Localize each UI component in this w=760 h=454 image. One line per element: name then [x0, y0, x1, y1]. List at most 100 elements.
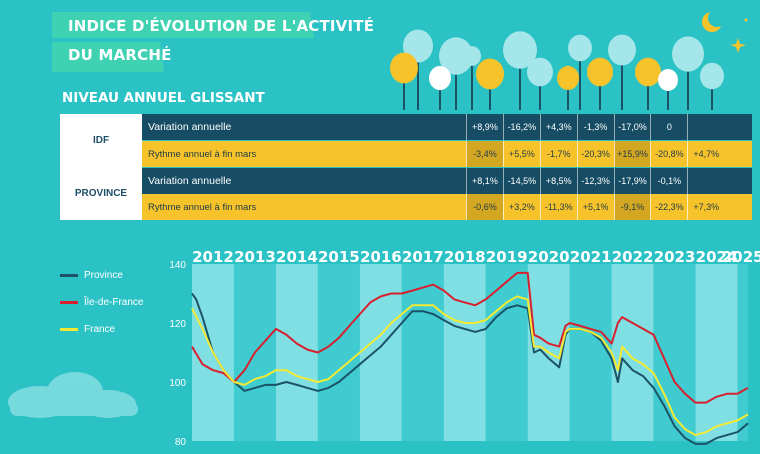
- tree-trunk: [539, 72, 541, 110]
- region-label-idf: IDF: [60, 114, 142, 167]
- table-cell: -17,0%: [613, 114, 651, 140]
- table-cell: +3,2%: [502, 194, 540, 220]
- tree-crown: [672, 36, 704, 72]
- year-band: [317, 264, 360, 441]
- table-row: Variation annuelle +8,9% -16,2% +4,3% -1…: [142, 114, 752, 140]
- year-band: [653, 264, 696, 441]
- year-band: [401, 264, 444, 441]
- year-label: 2018: [444, 248, 486, 266]
- table-cell: -17,9%: [613, 168, 651, 194]
- year-label: 2024: [696, 248, 738, 266]
- legend-label: Province: [84, 270, 123, 281]
- table-cell: +4,3%: [539, 114, 577, 140]
- table-cell: -20,8%: [650, 141, 687, 167]
- table-cell: -11,3%: [539, 194, 577, 220]
- tree-crown: [503, 31, 537, 69]
- table-row: Variation annuelle +8,1% -14,5% +8,5% -1…: [142, 168, 752, 194]
- series-line--le-de-france: [191, 271, 749, 404]
- tree-trunk: [687, 54, 689, 110]
- table-cell: -0,1%: [650, 168, 687, 194]
- table-cell: +5,1%: [576, 194, 614, 220]
- table-cell: -1,7%: [539, 141, 577, 167]
- tree-crown: [658, 69, 678, 91]
- table-cell: -14,5%: [502, 168, 540, 194]
- legend-label: France: [84, 324, 116, 335]
- table-cell: +8,1%: [466, 168, 503, 194]
- legend-item-idf: Île-de-France: [60, 297, 143, 308]
- tree-crown: [429, 65, 451, 91]
- year-label: 2017: [402, 248, 444, 266]
- year-label: 2021: [570, 248, 612, 266]
- tree-trunk: [711, 76, 713, 110]
- series-line-province: [191, 292, 749, 445]
- table-cell: +8,9%: [466, 114, 503, 140]
- tree-crown: [587, 57, 613, 87]
- tree-trunk: [519, 50, 521, 110]
- table-cell: +7,3%: [687, 194, 724, 220]
- year-band: [359, 264, 402, 441]
- tree-crown: [557, 65, 579, 91]
- y-tick-label: 120: [169, 319, 186, 330]
- year-band: [695, 264, 738, 441]
- year-label: 2015: [318, 248, 360, 266]
- table-cell: +4,7%: [687, 141, 724, 167]
- tree-trunk: [417, 46, 419, 110]
- year-band: [275, 264, 318, 441]
- legend-item-province: Province: [60, 270, 123, 281]
- tree-trunk: [579, 48, 581, 110]
- table-cell: -1,3%: [576, 114, 614, 140]
- tree-trunk: [667, 80, 669, 110]
- row-label: Rythme annuel à fin mars: [148, 201, 257, 213]
- trees-illustration: [390, 29, 724, 110]
- page-title-line2: DU MARCHÉ: [68, 46, 172, 64]
- tree-trunk: [471, 56, 473, 110]
- table-cell: +8,5%: [539, 168, 577, 194]
- tree-trunk: [647, 72, 649, 110]
- table-cell: -16,2%: [502, 114, 540, 140]
- tree-crown: [439, 37, 473, 75]
- row-label: Variation annuelle: [148, 121, 232, 133]
- year-label: 2014: [276, 248, 318, 266]
- tree-trunk: [455, 56, 457, 110]
- table-row: Rythme annuel à fin mars -3,4% +5,5% -1,…: [142, 141, 752, 167]
- year-label: 2025: [722, 248, 760, 266]
- legend-swatch: [60, 274, 78, 277]
- table-cell: +5,5%: [502, 141, 540, 167]
- tree-trunk: [489, 74, 491, 110]
- year-band: [737, 264, 748, 441]
- legend-swatch: [60, 328, 78, 331]
- year-band: [485, 264, 528, 441]
- year-label: 2019: [486, 248, 528, 266]
- table-cell: [687, 168, 724, 194]
- tree-crown: [635, 57, 661, 87]
- row-label: Variation annuelle: [148, 175, 232, 187]
- tree-trunk: [621, 50, 623, 110]
- table-cell: -22,3%: [650, 194, 687, 220]
- legend-label: Île-de-France: [84, 297, 144, 308]
- table-cell: [687, 114, 724, 140]
- tree-crown: [527, 57, 553, 87]
- tree-crown: [476, 58, 504, 90]
- section-subtitle: NIVEAU ANNUEL GLISSANT: [62, 90, 265, 106]
- variation-table: IDF PROVINCE Variation annuelle +8,9% -1…: [60, 114, 752, 220]
- tree-trunk: [567, 78, 569, 110]
- year-label: 2022: [612, 248, 654, 266]
- tree-crown: [463, 46, 481, 66]
- tree-crown: [390, 52, 418, 84]
- year-label: 2023: [654, 248, 696, 266]
- tree-crown: [608, 34, 636, 66]
- y-tick-label: 100: [169, 378, 186, 389]
- page-title: INDICE D'ÉVOLUTION DE L'ACTIVITÉ: [68, 17, 375, 35]
- table-cell: -12,3%: [576, 168, 614, 194]
- tree-trunk: [599, 72, 601, 110]
- table-cell: +15,9%: [613, 141, 651, 167]
- tree-crown: [403, 29, 433, 63]
- region-label-province: PROVINCE: [60, 167, 142, 220]
- tree-trunk: [439, 78, 441, 110]
- year-label: 2013: [234, 248, 276, 266]
- table-cell: -9,1%: [613, 194, 651, 220]
- y-tick-label: 140: [169, 260, 186, 271]
- table-cell: 0: [650, 114, 687, 140]
